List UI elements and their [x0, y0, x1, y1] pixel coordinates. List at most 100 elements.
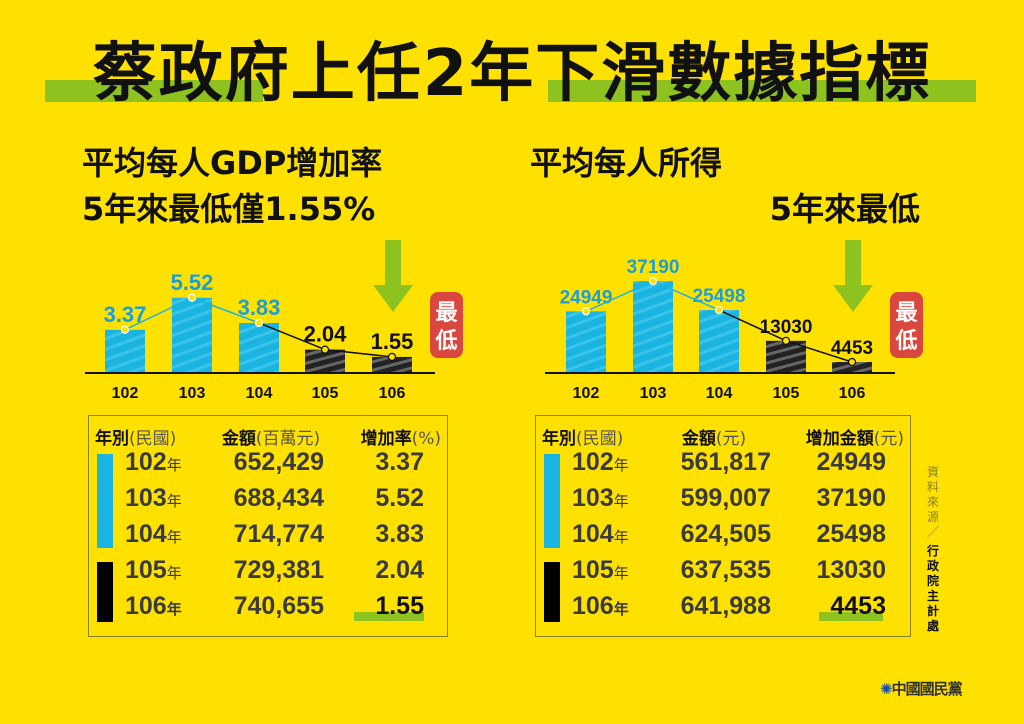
amount-cell: 729,381 — [233, 556, 324, 584]
left-subtitle: 平均每人GDP增加率 5年來最低僅1.55% — [82, 140, 382, 232]
amount-cell: 599,007 — [680, 484, 771, 512]
bar-103 — [633, 281, 673, 373]
trend-point — [581, 307, 591, 316]
header-rate: 增加率(%) — [361, 424, 441, 449]
year-value: 102 — [572, 448, 614, 476]
amount-cell: 624,505 — [680, 520, 771, 548]
table-row: 104年 624,505 25498 — [536, 520, 910, 556]
header-rate-label: 增加率 — [360, 429, 412, 449]
right-subtitle-line1: 平均每人所得 — [530, 144, 723, 182]
rate-cell: 3.83 — [375, 520, 424, 548]
year-suffix: 年 — [166, 528, 182, 546]
sun-emblem-icon: ✺ — [880, 680, 893, 698]
rate-cell: 5.52 — [375, 484, 424, 512]
header-year: 年別(民國) — [95, 424, 176, 449]
rate-cell: 3.37 — [375, 448, 424, 476]
amount-cell: 714,774 — [233, 520, 324, 548]
header-rate-label: 增加金額 — [805, 429, 874, 449]
bar-105 — [766, 340, 806, 373]
header-year-unit: (民國) — [129, 429, 177, 449]
income-table: 年別(民國) 金額(元) 增加金額(元) 102年 561,817 24949 … — [535, 415, 911, 637]
lowest-badge-char1: 最 — [895, 301, 918, 326]
right-subtitle: 平均每人所得 5年來最低 — [530, 140, 920, 232]
lowest-badge-char1: 最 — [435, 301, 458, 326]
table-row: 105年 729,381 2.04 — [89, 556, 447, 592]
trend-line-segment — [585, 280, 654, 313]
title-highlight-right — [548, 80, 976, 102]
year-cell: 104年 — [572, 520, 629, 549]
amount-cell: 688,434 — [233, 484, 324, 512]
x-tick-102: 102 — [573, 385, 600, 402]
year-value: 103 — [125, 484, 167, 512]
year-suffix: 年 — [613, 492, 629, 510]
right-subtitle-line2: 5年來最低 — [769, 190, 920, 228]
year-cell: 103年 — [125, 484, 182, 513]
rate-cell: 37190 — [816, 484, 886, 512]
year-cell: 102年 — [125, 448, 182, 477]
rate-cell: 25498 — [816, 520, 886, 548]
bar-102 — [105, 329, 145, 373]
source-name: 行政院主計處 — [926, 544, 939, 633]
left-subtitle-line1: 平均每人GDP增加率 — [82, 144, 383, 182]
amount-cell: 637,535 — [680, 556, 771, 584]
year-cell: 105年 — [572, 556, 629, 585]
data-label-103: 37190 — [627, 257, 680, 278]
lowest-highlight — [819, 612, 883, 621]
lowest-badge — [430, 292, 463, 358]
lowest-badge-char2: 低 — [434, 329, 457, 354]
header-year-unit: (民國) — [576, 429, 624, 449]
rate-cell: 24949 — [816, 448, 886, 476]
bar-105 — [305, 349, 345, 373]
data-label-104: 25498 — [693, 286, 746, 307]
year-suffix: 年 — [166, 564, 182, 582]
trend-line-segment — [324, 348, 393, 358]
x-tick-103: 103 — [179, 385, 206, 402]
year-suffix: 年 — [613, 528, 629, 546]
header-rate-unit: (%) — [411, 429, 441, 449]
trend-point — [120, 325, 130, 334]
data-label-106: 4453 — [831, 338, 873, 359]
x-tick-104: 104 — [246, 385, 273, 402]
data-label-104: 3.83 — [238, 295, 281, 320]
header-amount: 金額(百萬元) — [222, 424, 320, 449]
black-year-strip — [544, 562, 560, 622]
chart-svg: 24949 102 37190 103 25498 104 13030 105 4453 106 最… — [545, 240, 923, 402]
table-row: 105年 637,535 13030 — [536, 556, 910, 592]
bar-102 — [566, 311, 606, 373]
left-subtitle-line2: 5年來最低僅1.55% — [82, 190, 376, 228]
year-value: 105 — [125, 556, 167, 584]
table-row: 106年 740,655 1.55 — [89, 592, 447, 628]
table-row: 102年 652,429 3.37 — [89, 448, 447, 484]
table-row: 103年 688,434 5.52 — [89, 484, 447, 520]
header-rate-unit: (元) — [873, 429, 904, 449]
title-highlight-left — [45, 80, 263, 102]
amount-cell: 561,817 — [680, 448, 771, 476]
data-label-103: 5.52 — [171, 270, 214, 295]
trend-line-segment — [258, 322, 326, 351]
data-label-105: 13030 — [760, 317, 813, 338]
rate-cell: 13030 — [816, 556, 886, 584]
header-rate: 增加金額(元) — [806, 424, 904, 449]
amount-cell: 740,655 — [233, 592, 324, 620]
income-growth-chart: 24949 102 37190 103 25498 104 13030 105 4453 106 最… — [540, 240, 940, 410]
data-source: 資料來源／ 行政院主計處 — [924, 465, 942, 634]
kmt-logo: ✺中國國民黨 — [880, 678, 963, 699]
source-label: 資料來源／ — [926, 465, 939, 539]
header-year-label: 年別 — [542, 429, 576, 449]
logo-text: 中國國民黨 — [891, 680, 963, 698]
data-label-102: 24949 — [560, 287, 613, 308]
bar-104 — [239, 322, 279, 373]
header-year: 年別(民國) — [542, 424, 623, 449]
bar-104 — [699, 310, 739, 373]
year-suffix: 年 — [613, 456, 629, 474]
data-label-106: 1.55 — [371, 329, 414, 354]
trend-point — [847, 357, 857, 367]
year-value: 102 — [125, 448, 167, 476]
year-cell: 106年 — [125, 592, 182, 621]
lowest-badge — [890, 292, 923, 358]
trend-line-segment — [652, 280, 720, 311]
amount-cell: 641,988 — [680, 592, 771, 620]
year-cell: 104年 — [125, 520, 182, 549]
rate-cell: 4453 — [830, 592, 886, 620]
